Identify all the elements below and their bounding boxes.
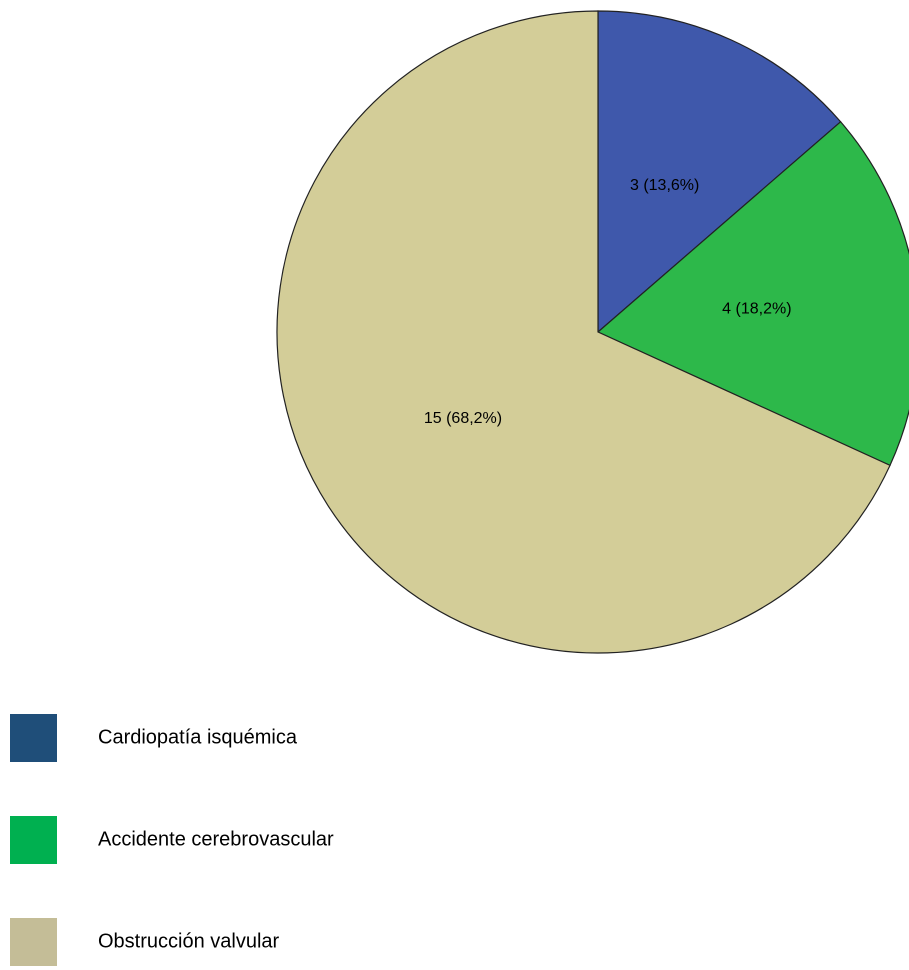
legend-label: Cardiopatía isquémica	[98, 726, 298, 748]
legend-swatch	[10, 714, 57, 762]
legend-swatch	[10, 918, 57, 966]
data-label: 15 (68,2%)	[424, 410, 502, 427]
pie-slice	[276, 10, 891, 654]
data-label: 3 (13,6%)	[630, 177, 699, 194]
legend-swatch	[10, 816, 57, 864]
legend-label: Obstrucción valvular	[98, 930, 280, 952]
pie-slice	[597, 10, 842, 334]
pie-slice	[596, 120, 909, 467]
legend-label: Accidente cerebrovascular	[98, 828, 334, 850]
data-label: 4 (18,2%)	[722, 300, 791, 317]
